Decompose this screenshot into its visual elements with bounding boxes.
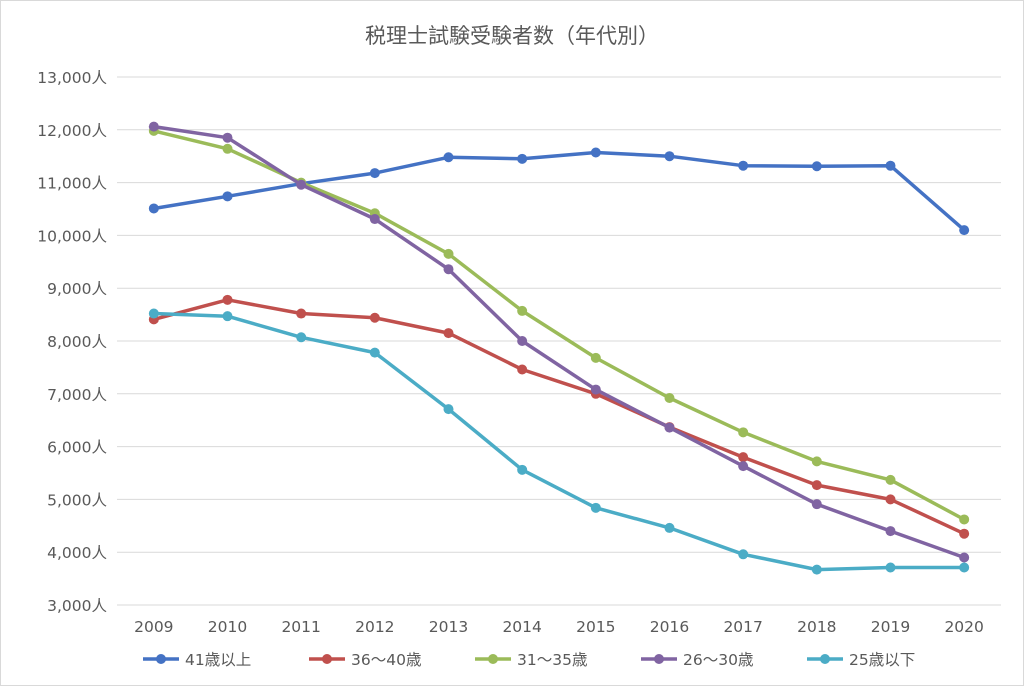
data-point — [517, 364, 528, 375]
series-line — [152, 124, 966, 560]
data-point — [959, 552, 970, 563]
data-point — [738, 452, 749, 463]
x-tick-label: 2009 — [134, 618, 173, 636]
data-point — [369, 312, 380, 323]
data-point — [517, 153, 528, 164]
y-tick-label: 8,000人 — [47, 333, 107, 351]
data-point — [590, 352, 601, 363]
legend-label: 36～40歳 — [351, 651, 421, 669]
legend-marker — [156, 654, 166, 664]
data-point — [443, 248, 454, 259]
data-point — [959, 514, 970, 525]
data-point — [148, 308, 159, 319]
y-axis-tick-labels: 3,000人 4,000人 5,000人 6,000人 7,000人 8,000人 9,00… — [37, 69, 107, 615]
data-point — [222, 143, 233, 154]
series-line — [152, 298, 966, 536]
data-point — [517, 336, 528, 346]
x-tick-label: 2010 — [208, 618, 247, 636]
data-point — [664, 393, 675, 404]
data-point — [811, 161, 822, 172]
y-tick-label: 5,000人 — [47, 491, 107, 509]
y-tick-label: 9,000人 — [47, 280, 107, 298]
data-point — [222, 191, 233, 202]
legend-label: 26～30歳 — [683, 651, 753, 669]
data-point — [148, 203, 159, 214]
y-tick-label: 11,000人 — [37, 175, 107, 193]
data-point — [959, 528, 970, 539]
data-point — [738, 461, 749, 472]
legend-marker — [654, 654, 664, 664]
data-point — [443, 264, 454, 275]
x-tick-label: 2014 — [502, 618, 541, 636]
series-line — [152, 311, 966, 572]
data-point — [296, 179, 307, 190]
x-axis-tick-labels: 2009 2010 2011 2012 2013 2014 2015 2016 2017 2018… — [134, 618, 984, 636]
y-tick-label: 13,000人 — [37, 69, 107, 87]
data-point — [885, 526, 896, 537]
y-tick-label: 6,000人 — [47, 439, 107, 457]
x-tick-label: 2017 — [723, 618, 762, 636]
legend-label: 31～35歳 — [517, 651, 587, 669]
data-point — [222, 311, 233, 322]
data-point — [885, 494, 896, 505]
legend-label: 25歳以下 — [849, 651, 915, 669]
data-point — [590, 502, 601, 513]
data-point — [811, 480, 822, 491]
y-tick-label: 10,000人 — [37, 227, 107, 245]
x-tick-label: 2015 — [576, 618, 615, 636]
legend-label: 41歳以上 — [185, 651, 251, 669]
data-point — [811, 456, 822, 467]
data-point — [590, 384, 601, 395]
legend-marker — [488, 654, 498, 664]
data-point — [148, 121, 159, 132]
x-tick-label: 2016 — [650, 618, 689, 636]
data-point — [517, 305, 528, 316]
data-point — [885, 160, 896, 171]
x-tick-label: 2020 — [944, 618, 983, 636]
x-tick-label: 2013 — [429, 618, 468, 636]
data-point — [959, 562, 970, 573]
data-point — [517, 464, 528, 475]
data-point — [296, 308, 307, 319]
data-point — [811, 564, 822, 575]
data-point — [738, 549, 749, 560]
data-point — [664, 522, 675, 533]
x-tick-label: 2012 — [355, 618, 394, 636]
y-tick-label: 7,000人 — [47, 386, 107, 404]
data-point — [738, 427, 749, 438]
data-point — [443, 152, 454, 163]
series-lines — [148, 121, 970, 575]
x-tick-label: 2018 — [797, 618, 836, 636]
x-tick-label: 2011 — [281, 618, 320, 636]
gridlines — [117, 76, 1001, 606]
data-point — [369, 168, 380, 179]
data-point — [590, 147, 601, 158]
data-point — [296, 332, 307, 343]
y-tick-label: 4,000人 — [47, 544, 107, 562]
data-point — [443, 328, 454, 339]
data-point — [885, 562, 896, 573]
data-point — [885, 474, 896, 485]
legend: 41歳以上 36～40歳 31～35歳 26～30歳 25歳以下 — [143, 651, 915, 669]
chart-title: 税理士試験受験者数（年代別） — [365, 24, 659, 48]
data-point — [222, 132, 233, 143]
data-point — [664, 422, 675, 433]
data-point — [738, 160, 749, 171]
legend-marker — [322, 654, 332, 664]
data-point — [664, 151, 675, 162]
x-tick-label: 2019 — [871, 618, 910, 636]
series-line — [152, 150, 966, 232]
data-point — [369, 347, 380, 358]
data-point — [443, 404, 454, 415]
data-point — [959, 225, 970, 236]
y-tick-label: 3,000人 — [47, 597, 107, 615]
data-point — [369, 214, 380, 225]
data-point — [811, 499, 822, 510]
y-tick-label: 12,000人 — [37, 122, 107, 140]
legend-marker — [820, 654, 830, 664]
data-point — [222, 294, 233, 305]
